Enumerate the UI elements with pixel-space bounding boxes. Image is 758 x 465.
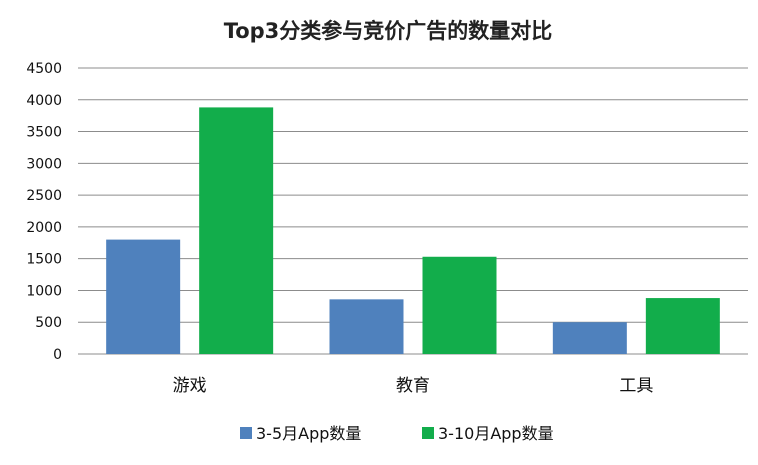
gridlines	[78, 67, 748, 355]
y-tick-label: 3000	[26, 156, 62, 172]
y-tick-label: 2000	[26, 220, 62, 236]
bar-series-2-2	[645, 298, 720, 354]
legend-label: 3-10月App数量	[438, 424, 554, 443]
legend: 3-5月App数量 3-10月App数量	[240, 424, 554, 443]
bars	[106, 107, 720, 354]
bar-series-1-2	[552, 322, 627, 354]
legend-swatch	[240, 427, 252, 439]
y-tick-label: 1000	[26, 283, 62, 299]
x-category-label: 工具	[619, 376, 653, 396]
y-tick-label: 4000	[26, 93, 62, 109]
y-tick-label: 500	[35, 315, 62, 331]
y-tick-label: 0	[53, 347, 62, 363]
legend-swatch	[422, 427, 434, 439]
bar-series-1-1	[329, 299, 404, 354]
x-axis-category-labels: 游戏 教育 工具	[173, 376, 654, 396]
x-category-label: 教育	[396, 376, 430, 396]
y-axis-tick-labels: 0 500 1000 1500 2000 2500 3000 3500 4000 4500	[26, 61, 62, 363]
bar-series-1-0	[106, 239, 181, 354]
bar-series-2-1	[422, 256, 497, 354]
y-tick-label: 2500	[26, 188, 62, 204]
x-category-label: 游戏	[173, 376, 207, 396]
chart-title: Top3分类参与竞价广告的数量对比	[224, 19, 553, 43]
y-tick-label: 4500	[26, 61, 62, 77]
y-tick-label: 3500	[26, 125, 62, 141]
y-tick-label: 1500	[26, 252, 62, 268]
bar-series-2-0	[199, 107, 274, 354]
legend-label: 3-5月App数量	[256, 424, 361, 443]
